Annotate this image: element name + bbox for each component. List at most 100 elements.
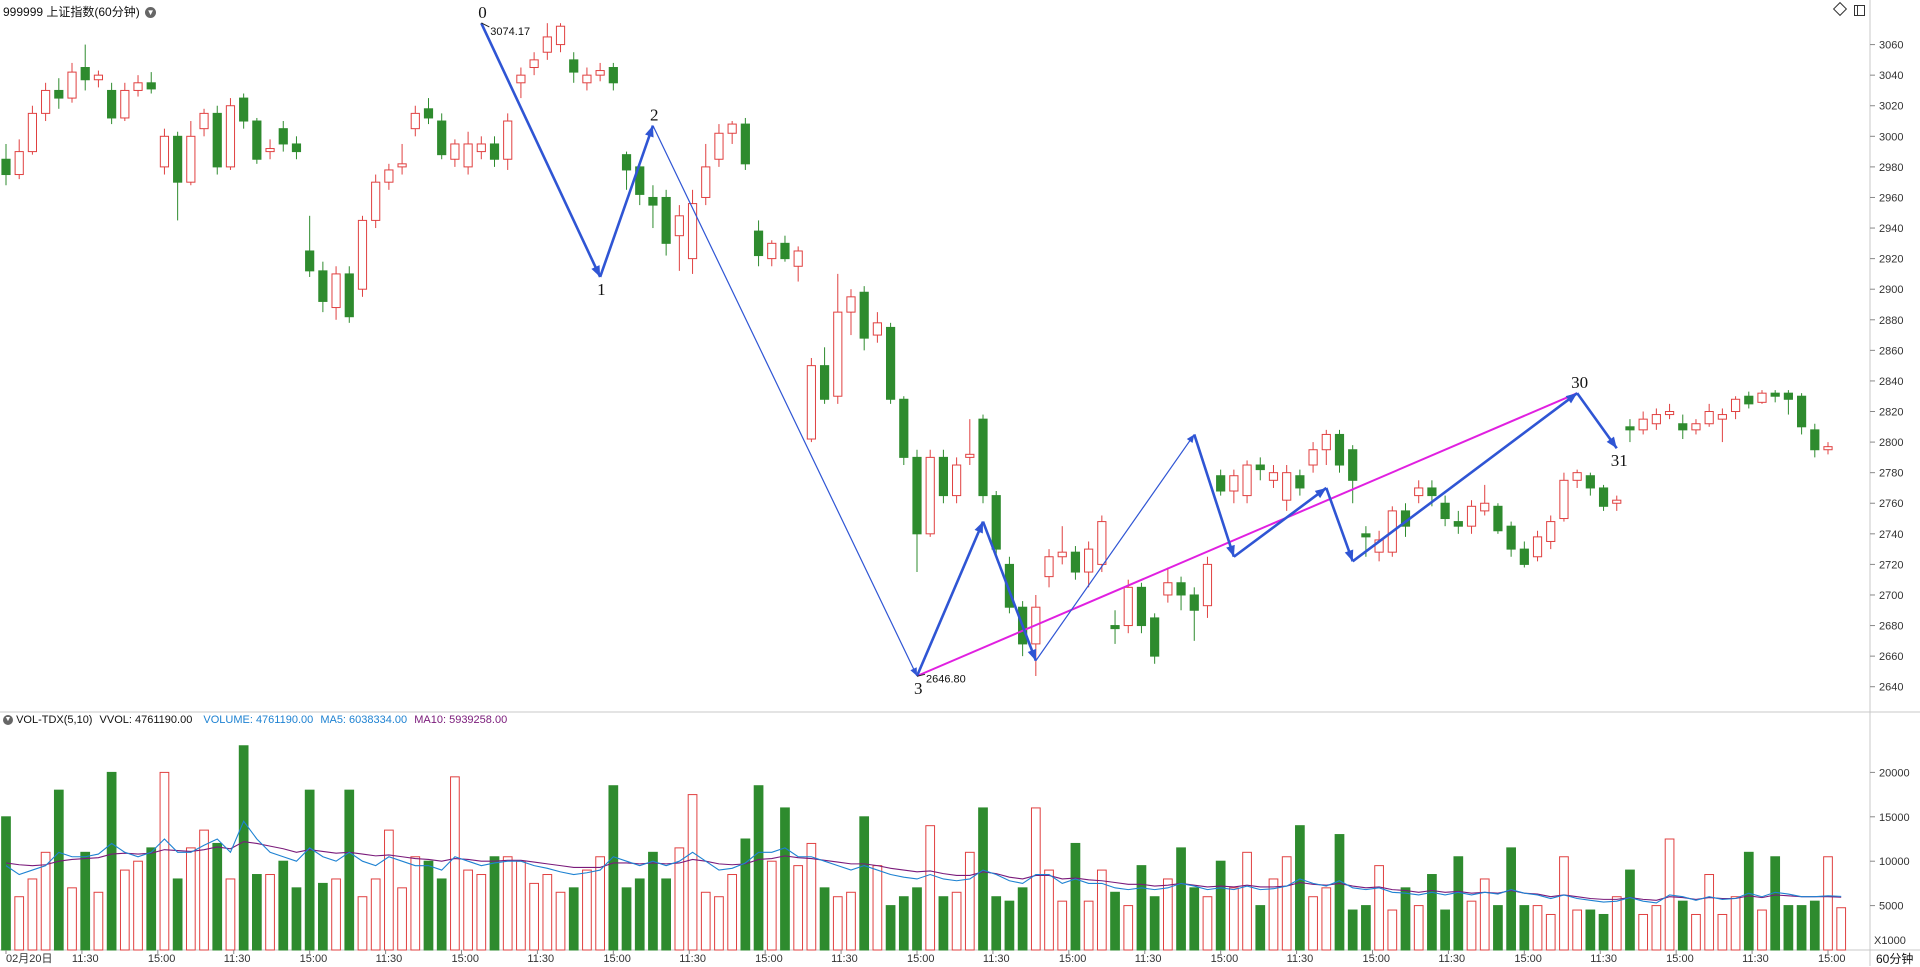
volume-bar-down xyxy=(885,905,896,951)
volume-bar-down xyxy=(146,847,157,951)
price-tick-label: 2840 xyxy=(1879,376,1903,388)
wave-arrowhead xyxy=(1314,487,1327,499)
page-title: 999999 上证指数(60分钟) xyxy=(3,5,140,19)
candle-down xyxy=(1783,392,1793,400)
price-annotation: 2646.80 xyxy=(926,673,966,685)
candle-down xyxy=(859,291,869,339)
candle-up xyxy=(806,365,816,440)
candle-up xyxy=(67,71,77,99)
candle-up xyxy=(1044,556,1054,578)
volume-bar-up xyxy=(1479,878,1490,951)
candle-up xyxy=(450,143,460,160)
candle-up xyxy=(674,215,684,237)
volume-bar-up xyxy=(1413,905,1424,951)
volume-bar-down xyxy=(278,860,289,951)
time-tick-label: 11:30 xyxy=(72,953,99,965)
volume-bar-down xyxy=(1585,909,1596,951)
candle-up xyxy=(965,453,975,458)
volume-bar-up xyxy=(14,896,25,951)
price-tick-label: 2860 xyxy=(1879,345,1903,357)
candle-down xyxy=(1295,475,1305,489)
volume-bar-down xyxy=(318,882,328,951)
volume-bar-down xyxy=(780,807,790,951)
candle-down xyxy=(1506,525,1516,550)
candle-up xyxy=(476,143,486,153)
volume-bar-up xyxy=(1611,896,1622,951)
panel-icon[interactable] xyxy=(1854,5,1866,17)
wave-arrowhead xyxy=(1027,648,1037,661)
volume-bar-up xyxy=(674,847,685,951)
candle-down xyxy=(1348,449,1358,481)
candle-up xyxy=(1282,472,1292,501)
volume-bar-down xyxy=(898,896,909,951)
volume-bar-down xyxy=(1347,909,1358,951)
wave-arrowhead xyxy=(1344,549,1354,562)
volume-dropdown-icon[interactable]: ▼ xyxy=(3,715,13,726)
candle-down xyxy=(780,242,790,260)
candle-up xyxy=(833,311,843,397)
wave-leg xyxy=(480,22,602,278)
volume-bar-up xyxy=(185,847,196,951)
volume-bar-up xyxy=(1229,887,1239,951)
volume-unit-label: X1000 xyxy=(1874,935,1906,947)
volume-bar-up xyxy=(27,878,38,951)
ma10-value: MA10: 5939258.00 xyxy=(414,714,508,726)
volume-bar-up xyxy=(516,860,526,951)
volume-bar-down xyxy=(1070,842,1081,951)
candle-down xyxy=(899,398,909,458)
time-tick-label: 11:30 xyxy=(983,953,1010,965)
title-dropdown-icon[interactable]: ▼ xyxy=(145,7,157,19)
candle-up xyxy=(793,250,803,267)
wave-arrowhead xyxy=(910,667,917,677)
volume-bar-up xyxy=(410,856,421,951)
time-tick-label: 11:30 xyxy=(1590,953,1617,965)
volume-bar-down xyxy=(1361,905,1371,951)
volume-bar-up xyxy=(1083,900,1094,951)
candle-down xyxy=(1216,475,1226,492)
volume-bar-down xyxy=(1519,905,1530,951)
candle-up xyxy=(1202,563,1213,607)
volume-tick-label: 5000 xyxy=(1879,901,1903,913)
diamond-icon[interactable] xyxy=(1832,1,1848,17)
volume-bar-down xyxy=(1149,896,1160,951)
volume-bar-down xyxy=(1770,856,1781,951)
time-tick-label: 11:30 xyxy=(1438,953,1465,965)
candle-up xyxy=(1084,548,1094,573)
candle-up xyxy=(463,143,473,168)
candle-down xyxy=(648,196,658,206)
time-tick-label: 11:30 xyxy=(376,953,403,965)
volume-bar-up xyxy=(714,896,724,951)
candle-up xyxy=(14,151,24,176)
candle-down xyxy=(1110,625,1120,630)
time-tick-label: 11:30 xyxy=(224,953,251,965)
candle-up xyxy=(410,112,420,130)
time-tick-label: 15:00 xyxy=(1666,953,1694,965)
time-tick-label: 15:00 xyxy=(1211,953,1239,965)
volume-bar-up xyxy=(463,869,473,951)
volume-bar-up xyxy=(357,896,368,951)
candle-down xyxy=(1150,617,1160,657)
candle-up xyxy=(1651,414,1661,425)
candle-up xyxy=(1480,502,1490,512)
price-tick-label: 2700 xyxy=(1879,590,1903,602)
time-tick-label: 11:30 xyxy=(1135,953,1162,965)
wave-leg xyxy=(1325,487,1354,562)
candle-down xyxy=(107,89,117,119)
candle-up xyxy=(331,273,341,309)
price-tick-label: 2680 xyxy=(1879,621,1903,633)
period-label[interactable]: 60分钟 xyxy=(1876,952,1914,966)
volume-bar-down xyxy=(436,878,447,951)
candle-up xyxy=(120,89,130,119)
volume-bar-down xyxy=(1215,860,1226,951)
volume-bar-up xyxy=(1532,905,1543,951)
time-tick-label: 02月20日 xyxy=(6,953,52,965)
time-tick-label: 15:00 xyxy=(1818,953,1846,965)
trend-line xyxy=(916,392,1578,677)
volume-bar-up xyxy=(450,776,460,951)
price-tick-label: 2800 xyxy=(1879,437,1903,449)
candle-up xyxy=(595,70,605,76)
volume-bar-up xyxy=(1717,913,1728,951)
volume-bar-down xyxy=(991,896,1002,951)
candle-down xyxy=(569,59,579,73)
